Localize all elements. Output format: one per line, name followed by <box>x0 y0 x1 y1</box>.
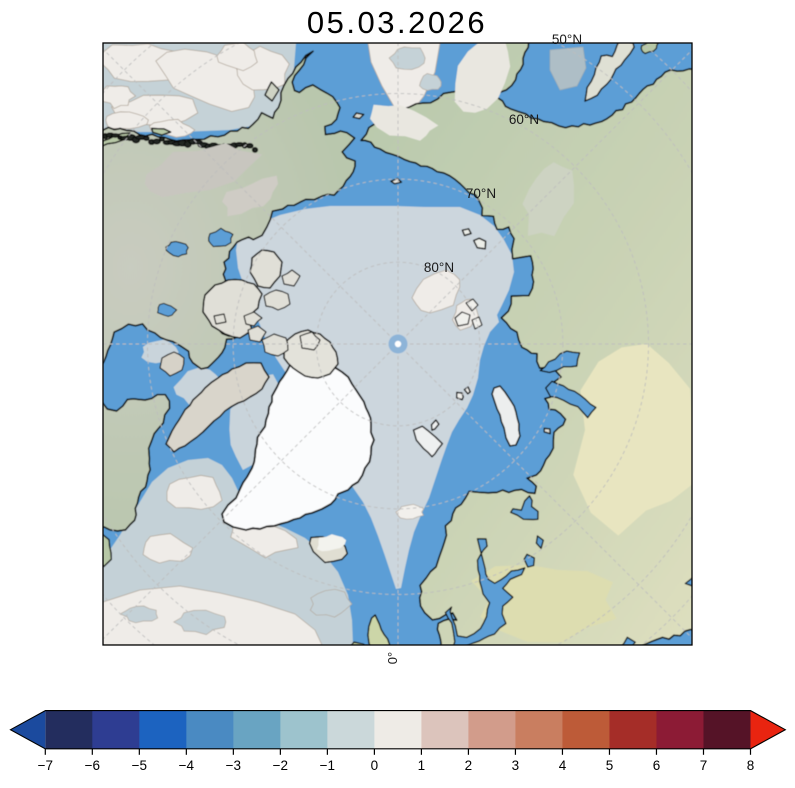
svg-text:80°N: 80°N <box>424 260 454 275</box>
svg-text:4: 4 <box>559 758 567 773</box>
svg-text:2: 2 <box>465 758 473 773</box>
svg-text:5: 5 <box>606 758 614 773</box>
svg-text:3: 3 <box>512 758 520 773</box>
svg-text:50°N: 50°N <box>552 32 582 47</box>
svg-text:−7: −7 <box>38 758 53 773</box>
svg-text:7: 7 <box>700 758 708 773</box>
svg-text:−1: −1 <box>320 758 335 773</box>
svg-text:6: 6 <box>653 758 661 773</box>
svg-text:−4: −4 <box>179 758 195 773</box>
svg-text:70°N: 70°N <box>466 186 496 201</box>
svg-text:−5: −5 <box>132 758 147 773</box>
svg-text:0°: 0° <box>385 652 400 664</box>
svg-text:05.03.2026: 05.03.2026 <box>307 5 487 40</box>
svg-text:60°N: 60°N <box>509 112 539 127</box>
svg-text:8: 8 <box>747 758 755 773</box>
svg-text:−6: −6 <box>85 758 100 773</box>
svg-text:−2: −2 <box>273 758 288 773</box>
svg-text:0: 0 <box>371 758 379 773</box>
svg-text:−3: −3 <box>226 758 241 773</box>
svg-text:1: 1 <box>418 758 426 773</box>
